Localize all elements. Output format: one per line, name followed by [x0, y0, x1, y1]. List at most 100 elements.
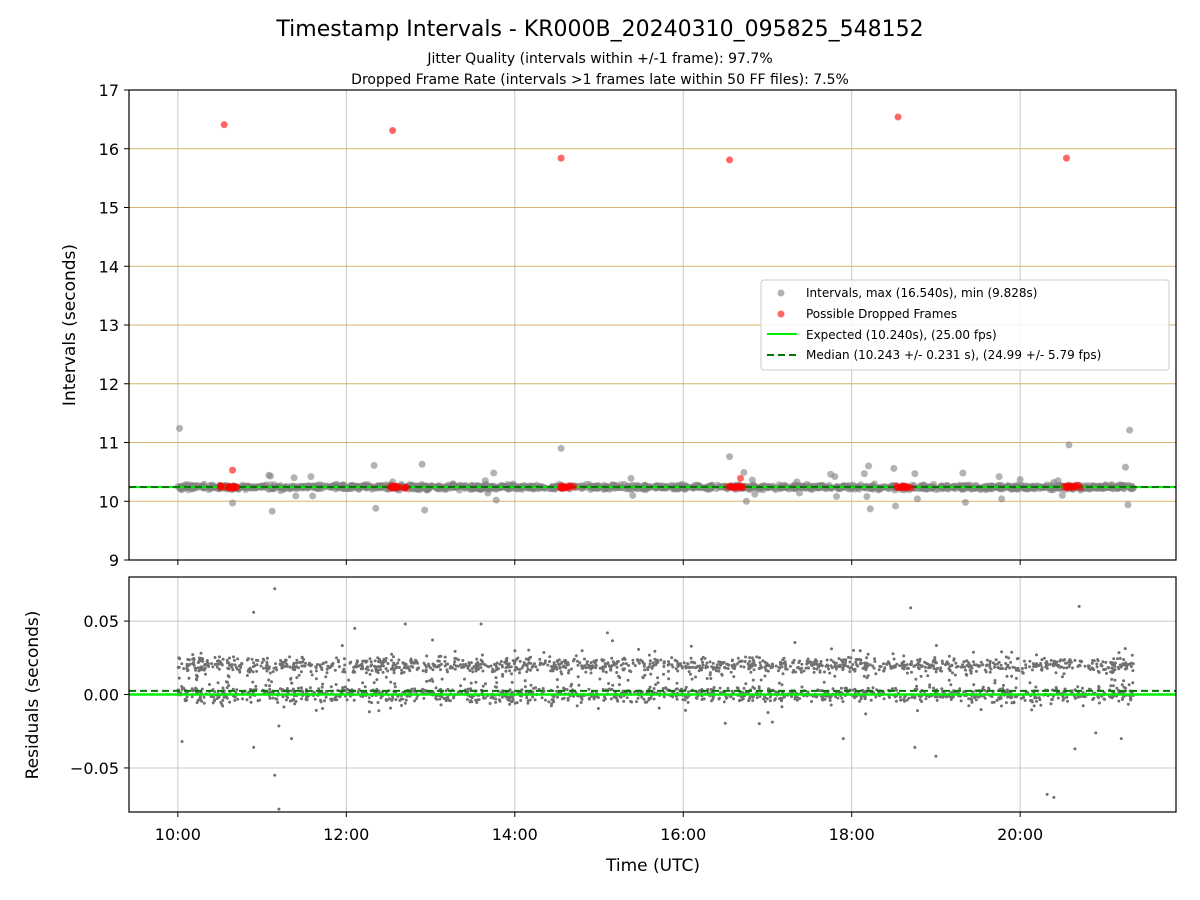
residual-point — [443, 659, 447, 663]
residual-point — [983, 668, 987, 672]
residual-point — [333, 696, 337, 700]
residual-point — [602, 698, 606, 702]
residual-point — [899, 698, 903, 702]
residual-point — [627, 664, 631, 667]
residual-point — [691, 665, 695, 669]
residual-point — [469, 681, 473, 685]
residual-point — [833, 674, 837, 678]
residual-point — [415, 660, 419, 664]
residual-point — [926, 674, 930, 678]
interval-outlier-point — [726, 453, 734, 461]
residual-point — [363, 685, 367, 689]
residual-point — [466, 687, 470, 691]
residual-point — [438, 697, 442, 701]
legend-marker-dropped — [777, 310, 785, 318]
residual-point — [720, 673, 724, 677]
residual-point — [821, 697, 825, 701]
residual-point — [531, 695, 535, 699]
residual-point — [888, 696, 891, 699]
residual-point — [1005, 674, 1009, 678]
residual-point — [300, 656, 304, 660]
residual-point — [862, 674, 866, 678]
residual-point — [1040, 666, 1044, 670]
residual-point — [316, 663, 319, 666]
residual-point — [559, 670, 563, 674]
residual-point — [608, 688, 612, 692]
residual-point — [355, 659, 359, 663]
interval-outlier-point — [866, 505, 874, 513]
residual-point — [686, 700, 690, 704]
residual-point — [515, 657, 518, 661]
dropped-frame-point — [731, 483, 739, 491]
residual-point — [934, 670, 938, 674]
residual-point — [366, 668, 370, 672]
residual-point — [268, 696, 272, 700]
residual-point — [766, 711, 770, 715]
residual-point — [1066, 699, 1069, 703]
residual-point — [934, 667, 938, 671]
residual-point — [694, 675, 697, 679]
residual-point — [888, 664, 892, 668]
residual-point — [513, 668, 517, 672]
residual-point — [785, 667, 789, 671]
residual-point — [963, 665, 966, 669]
interval-outlier-point — [913, 495, 921, 503]
residual-point — [224, 695, 228, 699]
residual-point — [841, 668, 845, 672]
residual-point — [641, 661, 645, 665]
residual-point — [851, 663, 855, 666]
residual-point — [990, 701, 994, 704]
residual-outlier-point — [180, 740, 184, 743]
residual-point — [386, 669, 390, 673]
residual-point — [275, 668, 279, 672]
residual-point — [434, 696, 438, 700]
residual-point — [958, 687, 962, 691]
residual-point — [317, 687, 321, 691]
residual-point — [774, 664, 778, 668]
residual-point — [226, 661, 229, 665]
residual-point — [968, 668, 972, 672]
residual-outlier-point — [1077, 604, 1081, 608]
residual-point — [662, 665, 666, 668]
interval-outlier-point — [557, 444, 565, 452]
residual-point — [910, 662, 913, 666]
residual-point — [281, 665, 285, 669]
residual-point — [504, 657, 508, 661]
interval-outlier-point — [865, 462, 873, 470]
residual-point — [217, 667, 221, 671]
residual-point — [961, 663, 965, 667]
residual-point — [858, 649, 862, 653]
residual-point — [940, 659, 944, 663]
residual-point — [905, 663, 909, 667]
residual-point — [749, 670, 753, 674]
residual-point — [948, 668, 952, 672]
residual-point — [446, 662, 450, 666]
residual-point — [607, 682, 611, 685]
residual-point — [185, 698, 188, 702]
residual-point — [790, 695, 793, 699]
residual-point — [885, 662, 889, 666]
residual-point — [877, 668, 881, 672]
residual-point — [196, 666, 200, 670]
residual-point — [883, 666, 887, 670]
residual-outlier-point — [605, 631, 609, 635]
residual-point — [550, 702, 554, 706]
residual-point — [226, 674, 230, 678]
residual-point — [1039, 661, 1043, 665]
residual-point — [997, 697, 1001, 701]
residual-point — [345, 698, 349, 702]
residual-point — [729, 670, 733, 674]
residual-point — [439, 654, 443, 658]
residual-point — [800, 662, 804, 666]
residual-point — [622, 656, 626, 660]
intervals-ytick-label: 12 — [99, 375, 119, 394]
residual-point — [618, 676, 622, 680]
residual-point — [320, 668, 324, 671]
residual-point — [534, 665, 538, 669]
residual-point — [717, 696, 721, 700]
residual-point — [434, 686, 438, 690]
residual-point — [572, 657, 576, 661]
residual-point — [1035, 653, 1038, 657]
interval-outlier-point — [229, 499, 237, 507]
residual-point — [675, 697, 679, 701]
